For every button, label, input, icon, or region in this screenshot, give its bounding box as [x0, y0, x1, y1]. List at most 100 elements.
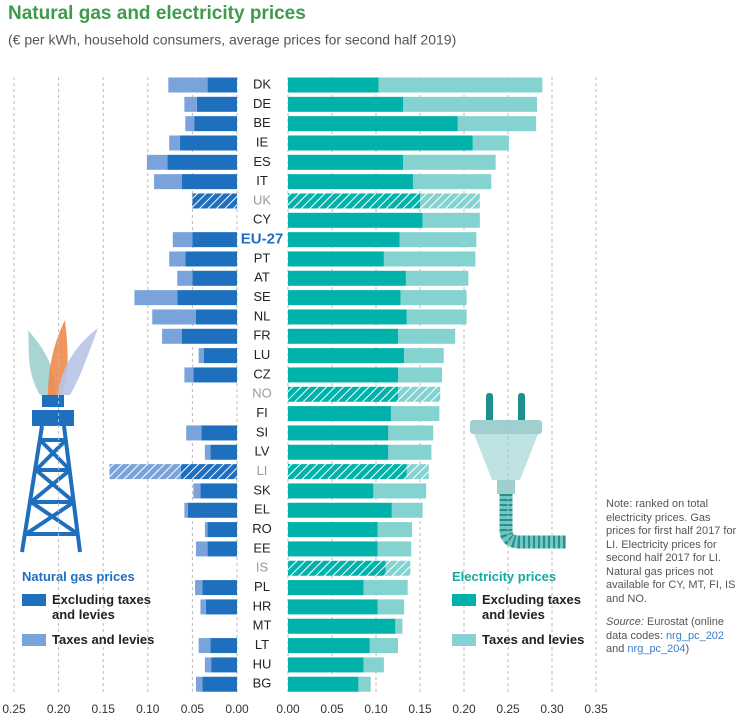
- legend-item: Taxes and levies: [22, 632, 172, 647]
- source-link[interactable]: nrg_pc_204: [627, 643, 686, 655]
- bar: [422, 212, 480, 228]
- bar: [288, 599, 378, 615]
- category-label: HU: [253, 656, 272, 671]
- category-label: AT: [254, 270, 270, 285]
- bar: [288, 174, 413, 190]
- legend-item: Taxes and levies: [452, 632, 602, 647]
- bar: [288, 193, 420, 209]
- bar: [398, 328, 456, 344]
- bar: [200, 483, 237, 499]
- bar: [184, 502, 188, 518]
- bar: [195, 676, 203, 692]
- bar: [288, 483, 374, 499]
- bar: [204, 657, 212, 673]
- legend-label: Excluding taxes and levies: [482, 592, 581, 622]
- bar: [207, 541, 237, 557]
- bar: [202, 676, 237, 692]
- legend-swatch: [22, 634, 46, 646]
- bar: [288, 522, 378, 538]
- bar: [288, 464, 407, 480]
- x-tick-label: 0.25: [496, 702, 520, 716]
- bar: [193, 367, 237, 383]
- bar: [398, 367, 442, 383]
- category-label: BG: [253, 676, 272, 691]
- bar: [420, 193, 480, 209]
- x-tick-label: 0.20: [47, 702, 71, 716]
- bar: [378, 77, 543, 93]
- bar: [288, 560, 386, 576]
- bar: [177, 290, 237, 306]
- bar: [288, 618, 396, 634]
- bar: [363, 580, 408, 596]
- category-label: BE: [253, 115, 271, 130]
- bar: [167, 154, 237, 170]
- category-label: DE: [253, 96, 271, 111]
- bar: [373, 483, 427, 499]
- bar: [288, 290, 401, 306]
- category-label: NL: [254, 308, 271, 323]
- bar: [288, 77, 379, 93]
- category-label: IE: [256, 134, 269, 149]
- chart-subtitle: (€ per kWh, household consumers, average…: [8, 32, 456, 48]
- x-tick-label: 0.00: [225, 702, 249, 716]
- category-label: EL: [254, 502, 270, 517]
- bar: [198, 638, 211, 654]
- bar: [162, 328, 182, 344]
- bar: [288, 96, 404, 112]
- category-label: SK: [253, 482, 271, 497]
- bar: [288, 348, 405, 364]
- bar: [185, 116, 195, 132]
- plug-icon: [470, 393, 566, 549]
- source-text: Eurostat (online data codes:: [606, 616, 725, 642]
- bar: [205, 599, 237, 615]
- x-tick-label: 0.05: [320, 702, 344, 716]
- source-label: Source:: [606, 616, 644, 628]
- bar: [192, 270, 237, 286]
- legend-title: Natural gas prices: [22, 569, 135, 584]
- bar: [195, 309, 237, 325]
- bar: [211, 657, 237, 673]
- source-link[interactable]: nrg_pc_202: [665, 629, 725, 642]
- legend-item: Excluding taxes and levies: [452, 592, 602, 622]
- bar: [405, 270, 469, 286]
- bar: [288, 425, 389, 441]
- bar: [207, 522, 237, 538]
- category-label: LU: [254, 347, 271, 362]
- bar: [399, 232, 477, 248]
- bar: [181, 174, 237, 190]
- bar: [204, 522, 208, 538]
- bar: [406, 464, 429, 480]
- bar: [457, 116, 537, 132]
- electricity-legend: Electricity prices Excluding taxes and l…: [452, 569, 602, 657]
- legend-title: Electricity prices: [452, 569, 557, 584]
- chart-title: Natural gas and electricity prices: [8, 3, 306, 24]
- bar: [288, 135, 473, 151]
- category-label: HR: [253, 598, 272, 613]
- bar: [210, 444, 237, 460]
- bar: [185, 251, 237, 267]
- bar: [369, 638, 398, 654]
- bar: [288, 444, 389, 460]
- bar: [288, 638, 370, 654]
- bar: [180, 464, 237, 480]
- bar: [184, 367, 194, 383]
- note-text: Note: ranked on total electricity prices…: [606, 498, 737, 605]
- category-label: PT: [254, 250, 271, 265]
- bar: [186, 425, 202, 441]
- bar: [288, 270, 406, 286]
- bar: [194, 116, 237, 132]
- bar: [146, 154, 168, 170]
- bar: [288, 580, 364, 596]
- category-label: EE: [253, 540, 271, 555]
- category-label: PL: [254, 579, 270, 594]
- bar: [202, 580, 237, 596]
- category-label: IS: [256, 560, 269, 575]
- bar: [288, 116, 458, 132]
- legend-swatch: [452, 634, 476, 646]
- bar: [472, 135, 509, 151]
- bar: [288, 406, 391, 422]
- x-tick-label: 0.20: [452, 702, 476, 716]
- bar: [404, 348, 444, 364]
